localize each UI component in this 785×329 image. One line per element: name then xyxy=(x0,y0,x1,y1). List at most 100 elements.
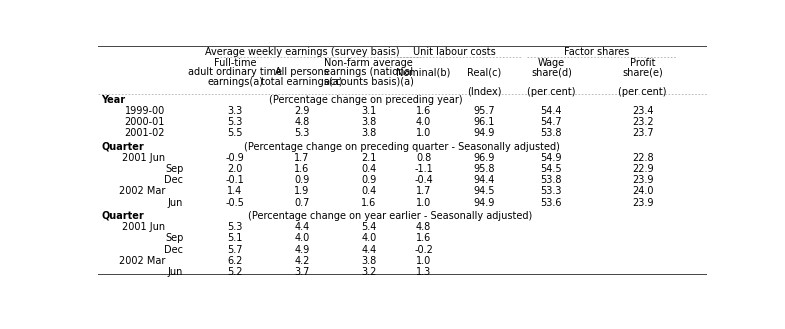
Text: 3.8: 3.8 xyxy=(361,256,377,266)
Text: -0.9: -0.9 xyxy=(225,153,244,163)
Text: Wage: Wage xyxy=(538,58,565,68)
Text: Dec: Dec xyxy=(164,244,184,255)
Text: 4.0: 4.0 xyxy=(416,117,431,127)
Text: 94.4: 94.4 xyxy=(474,175,495,185)
Text: Factor shares: Factor shares xyxy=(564,47,630,57)
Text: 2001-02: 2001-02 xyxy=(125,128,165,139)
Text: -0.4: -0.4 xyxy=(414,175,433,185)
Text: 95.7: 95.7 xyxy=(473,106,495,116)
Text: 4.4: 4.4 xyxy=(294,222,309,232)
Text: 94.9: 94.9 xyxy=(474,197,495,208)
Text: 53.6: 53.6 xyxy=(541,197,562,208)
Text: 0.9: 0.9 xyxy=(294,175,309,185)
Text: total earnings(a): total earnings(a) xyxy=(261,77,343,87)
Text: 1999-00: 1999-00 xyxy=(125,106,165,116)
Text: 2002 Mar: 2002 Mar xyxy=(119,187,165,196)
Text: 5.1: 5.1 xyxy=(228,234,243,243)
Text: 3.8: 3.8 xyxy=(361,117,377,127)
Text: 2000-01: 2000-01 xyxy=(125,117,165,127)
Text: 54.9: 54.9 xyxy=(541,153,562,163)
Text: -0.1: -0.1 xyxy=(225,175,244,185)
Text: 94.9: 94.9 xyxy=(474,128,495,139)
Text: 6.2: 6.2 xyxy=(228,256,243,266)
Text: 22.9: 22.9 xyxy=(632,164,653,174)
Text: 53.8: 53.8 xyxy=(541,175,562,185)
Text: -0.2: -0.2 xyxy=(414,244,433,255)
Text: 23.4: 23.4 xyxy=(632,106,653,116)
Text: 5.4: 5.4 xyxy=(361,222,377,232)
Text: 4.8: 4.8 xyxy=(416,222,431,232)
Text: Profit: Profit xyxy=(630,58,655,68)
Text: 5.2: 5.2 xyxy=(228,267,243,277)
Text: 1.0: 1.0 xyxy=(416,128,431,139)
Text: 23.9: 23.9 xyxy=(632,197,653,208)
Text: (per cent): (per cent) xyxy=(619,87,667,96)
Text: accounts basis)(a): accounts basis)(a) xyxy=(324,77,414,87)
Text: 1.6: 1.6 xyxy=(361,197,377,208)
Text: Nominal(b): Nominal(b) xyxy=(396,67,451,77)
Text: 94.5: 94.5 xyxy=(473,187,495,196)
Text: (Percentage change on preceding year): (Percentage change on preceding year) xyxy=(269,95,462,105)
Text: 0.7: 0.7 xyxy=(294,197,309,208)
Text: 1.9: 1.9 xyxy=(294,187,309,196)
Text: Year: Year xyxy=(101,95,126,105)
Text: 5.3: 5.3 xyxy=(228,117,243,127)
Text: 53.3: 53.3 xyxy=(541,187,562,196)
Text: Non-farm average: Non-farm average xyxy=(324,58,413,68)
Text: 0.4: 0.4 xyxy=(361,164,377,174)
Text: 2001 Jun: 2001 Jun xyxy=(122,222,165,232)
Text: Real(c): Real(c) xyxy=(467,67,502,77)
Text: 1.4: 1.4 xyxy=(228,187,243,196)
Text: earnings (national: earnings (national xyxy=(324,67,414,77)
Text: Jun: Jun xyxy=(168,267,184,277)
Text: 4.2: 4.2 xyxy=(294,256,309,266)
Text: Dec: Dec xyxy=(164,175,184,185)
Text: All persons: All persons xyxy=(275,67,329,77)
Text: Quarter: Quarter xyxy=(101,211,144,221)
Text: 4.4: 4.4 xyxy=(361,244,377,255)
Text: earnings(a): earnings(a) xyxy=(207,77,263,87)
Text: 54.7: 54.7 xyxy=(541,117,562,127)
Text: 23.9: 23.9 xyxy=(632,175,653,185)
Text: 1.7: 1.7 xyxy=(294,153,309,163)
Text: Sep: Sep xyxy=(165,164,184,174)
Text: (Percentage change on preceding quarter - Seasonally adjusted): (Percentage change on preceding quarter … xyxy=(244,142,560,152)
Text: 5.3: 5.3 xyxy=(294,128,309,139)
Text: 23.7: 23.7 xyxy=(632,128,653,139)
Text: 0.9: 0.9 xyxy=(361,175,377,185)
Text: 96.1: 96.1 xyxy=(474,117,495,127)
Text: 3.1: 3.1 xyxy=(361,106,377,116)
Text: Sep: Sep xyxy=(165,234,184,243)
Text: Jun: Jun xyxy=(168,197,184,208)
Text: 53.8: 53.8 xyxy=(541,128,562,139)
Text: 0.4: 0.4 xyxy=(361,187,377,196)
Text: 1.3: 1.3 xyxy=(416,267,431,277)
Text: 1.6: 1.6 xyxy=(294,164,309,174)
Text: 1.0: 1.0 xyxy=(416,256,431,266)
Text: 1.6: 1.6 xyxy=(416,106,431,116)
Text: 96.9: 96.9 xyxy=(474,153,495,163)
Text: 4.0: 4.0 xyxy=(361,234,377,243)
Text: 54.4: 54.4 xyxy=(541,106,562,116)
Text: adult ordinary time: adult ordinary time xyxy=(188,67,282,77)
Text: 5.7: 5.7 xyxy=(228,244,243,255)
Text: Quarter: Quarter xyxy=(101,142,144,152)
Text: 1.0: 1.0 xyxy=(416,197,431,208)
Text: 4.8: 4.8 xyxy=(294,117,309,127)
Text: 2.9: 2.9 xyxy=(294,106,309,116)
Text: 24.0: 24.0 xyxy=(632,187,653,196)
Text: 22.8: 22.8 xyxy=(632,153,653,163)
Text: 3.3: 3.3 xyxy=(228,106,243,116)
Text: 2002 Mar: 2002 Mar xyxy=(119,256,165,266)
Text: 2.1: 2.1 xyxy=(361,153,377,163)
Text: 0.8: 0.8 xyxy=(416,153,431,163)
Text: share(e): share(e) xyxy=(623,67,663,77)
Text: -0.5: -0.5 xyxy=(225,197,244,208)
Text: (Index): (Index) xyxy=(467,87,502,96)
Text: 2001 Jun: 2001 Jun xyxy=(122,153,165,163)
Text: (per cent): (per cent) xyxy=(527,87,575,96)
Text: Average weekly earnings (survey basis): Average weekly earnings (survey basis) xyxy=(205,47,400,57)
Text: 1.7: 1.7 xyxy=(416,187,431,196)
Text: share(d): share(d) xyxy=(531,67,571,77)
Text: 5.3: 5.3 xyxy=(228,222,243,232)
